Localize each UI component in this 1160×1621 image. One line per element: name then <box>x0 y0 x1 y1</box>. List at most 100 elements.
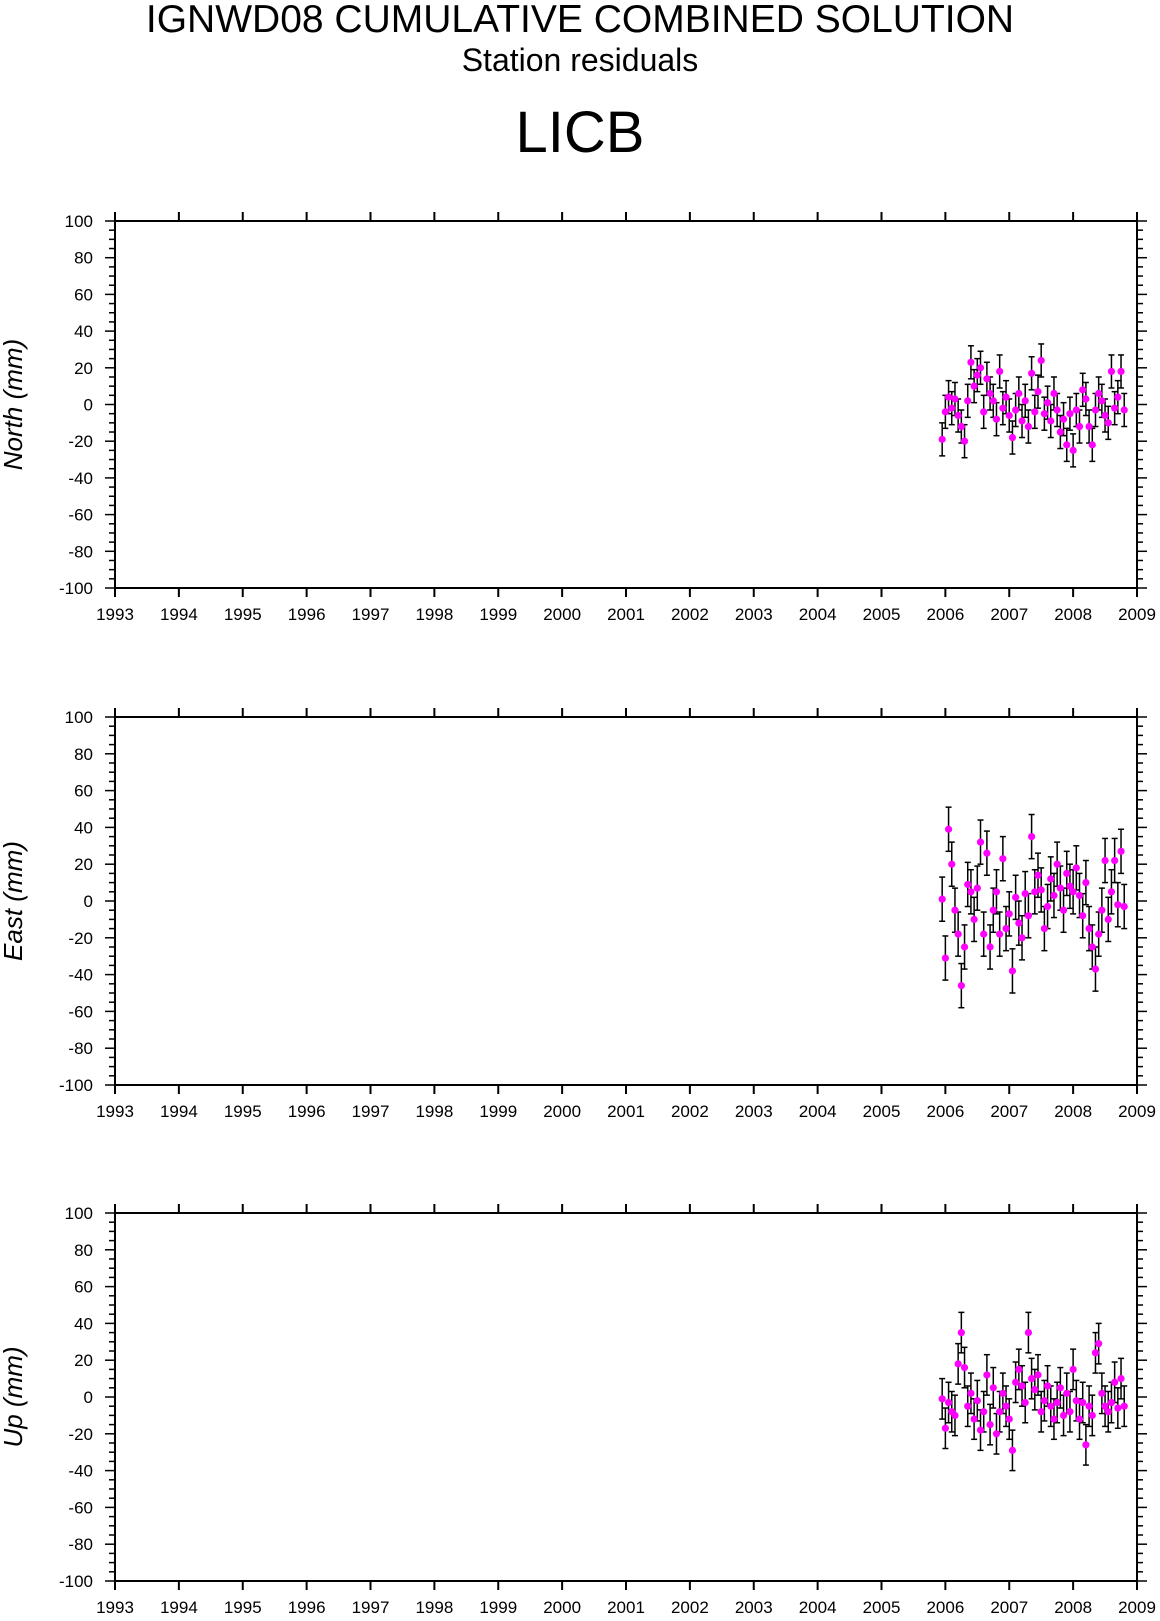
north-xtick-label: 1998 <box>415 605 453 624</box>
east-data-point <box>954 930 962 938</box>
up-xtick-label: 2001 <box>607 1598 645 1617</box>
east-xtick-label: 2005 <box>863 1102 901 1121</box>
up-xtick-label: 2002 <box>671 1598 709 1617</box>
east-data-point <box>1005 910 1013 918</box>
up-data-point <box>1069 1365 1077 1373</box>
up-data-point <box>1056 1384 1064 1392</box>
chart-subtitle: Station residuals <box>461 42 699 78</box>
east-ytick-label: 100 <box>65 708 93 727</box>
north-data-point <box>960 437 969 445</box>
north-data-point <box>1012 406 1020 414</box>
east-data-point <box>1063 869 1071 878</box>
north-data-point <box>996 367 1004 376</box>
east-data-point <box>1037 886 1045 894</box>
up-panel: 1993 1994 1995 1996 1997 1998 1999 2000 2001 2002… <box>0 1204 1156 1617</box>
east-data-point <box>948 860 956 868</box>
east-data-point <box>1012 893 1020 901</box>
up-data-point <box>1088 1411 1096 1419</box>
east-data-point <box>938 895 946 903</box>
north-data-point <box>1056 428 1064 436</box>
north-data-point <box>1111 404 1119 412</box>
north-data-point <box>989 397 997 405</box>
east-data-point <box>1101 856 1109 865</box>
up-data-point <box>1059 1411 1068 1419</box>
north-data-point <box>967 358 975 366</box>
up-xtick-label: 1999 <box>479 1598 517 1617</box>
north-y-axis-label: North (mm) <box>0 339 28 470</box>
up-xtick-label: 1997 <box>352 1598 390 1617</box>
north-data-point <box>957 422 965 431</box>
north-data-point <box>1075 422 1084 431</box>
up-data-point <box>938 1395 946 1403</box>
east-data-point <box>986 943 994 951</box>
north-data-point <box>1104 419 1112 427</box>
east-data-point <box>944 825 953 833</box>
up-data-point <box>1079 1398 1087 1407</box>
up-data-point <box>954 1360 962 1368</box>
north-data-point <box>1043 399 1052 407</box>
north-data-point <box>964 397 972 405</box>
up-data-point <box>1002 1402 1010 1410</box>
north-data-point <box>983 375 991 383</box>
north-data-point <box>944 393 953 401</box>
up-data-point <box>1024 1329 1033 1337</box>
up-data-point <box>1104 1408 1112 1416</box>
up-data-point <box>1005 1415 1013 1423</box>
east-ytick-label: 20 <box>74 855 93 874</box>
east-data-point <box>1095 930 1103 938</box>
up-data-point <box>1120 1402 1128 1410</box>
up-data-point <box>1072 1397 1080 1405</box>
north-xtick-label: 1997 <box>352 605 390 624</box>
up-xtick-label: 2006 <box>926 1598 964 1617</box>
east-xtick-label: 2001 <box>607 1102 645 1121</box>
up-xtick-label: 2004 <box>799 1598 837 1617</box>
north-data-point <box>1021 397 1029 405</box>
east-ytick-label: 0 <box>84 892 93 911</box>
north-data-point <box>1008 433 1017 442</box>
north-xtick-label: 1993 <box>96 605 134 624</box>
north-data-point <box>1031 408 1039 416</box>
up-data-point <box>1111 1378 1119 1386</box>
up-data-point <box>970 1415 978 1423</box>
east-xtick-label: 1996 <box>288 1102 326 1121</box>
east-data-point <box>1021 890 1029 898</box>
east-ytick-label: 40 <box>74 818 93 837</box>
up-xtick-label: 2000 <box>543 1598 581 1617</box>
east-ytick-label: -20 <box>68 929 93 948</box>
north-data-point <box>1088 441 1096 449</box>
east-data-point <box>1098 906 1106 914</box>
north-data-point <box>1117 367 1125 376</box>
up-data-point <box>1107 1398 1116 1407</box>
up-ytick-label: 0 <box>84 1388 93 1407</box>
north-data-point <box>1053 406 1061 414</box>
up-data-point <box>1050 1415 1058 1423</box>
north-data-point <box>1050 389 1058 398</box>
east-data-point <box>1015 919 1023 927</box>
east-xtick-label: 1999 <box>479 1102 517 1121</box>
up-data-point <box>1053 1398 1061 1407</box>
east-data-point <box>960 943 969 951</box>
up-ytick-label: 40 <box>74 1314 93 1333</box>
up-data-point <box>1034 1371 1042 1379</box>
north-data-point <box>1015 389 1023 398</box>
up-xtick-label: 2007 <box>990 1598 1028 1617</box>
east-data-point <box>976 838 985 846</box>
east-data-point <box>1018 934 1026 942</box>
up-xtick-label: 1994 <box>160 1598 198 1617</box>
east-data-point <box>1072 864 1080 872</box>
east-data-point <box>1053 860 1061 868</box>
east-xtick-label: 2007 <box>990 1102 1028 1121</box>
north-ytick-label: 80 <box>74 249 93 268</box>
north-data-point <box>1028 369 1036 377</box>
up-data-point <box>1015 1365 1023 1373</box>
north-data-point <box>980 408 988 416</box>
east-data-point <box>970 915 978 924</box>
up-data-point <box>1114 1404 1122 1412</box>
up-ytick-label: 20 <box>74 1351 93 1370</box>
up-xtick-label: 1993 <box>96 1598 134 1617</box>
up-data-point <box>1091 1349 1100 1357</box>
east-data-point <box>1114 901 1122 909</box>
north-data-point <box>973 371 981 379</box>
north-data-point <box>1120 406 1128 414</box>
up-data-point <box>1043 1382 1052 1390</box>
